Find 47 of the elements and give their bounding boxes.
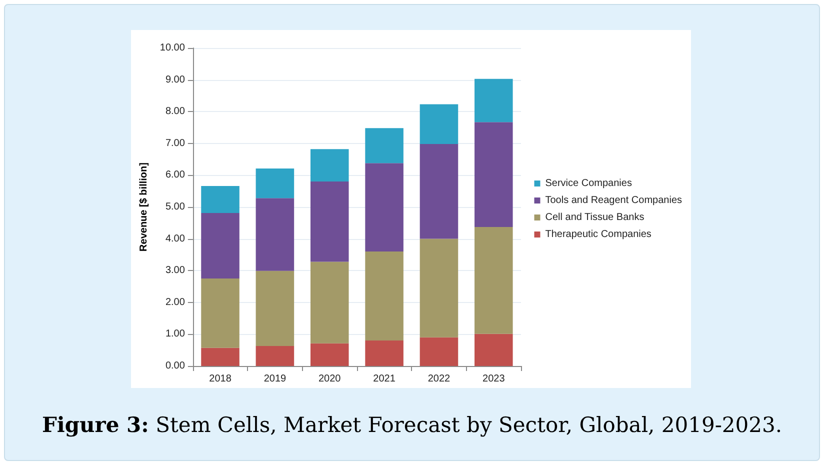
bar <box>420 238 458 338</box>
bar <box>310 182 349 262</box>
bar <box>474 227 513 334</box>
bar <box>420 144 458 239</box>
x-tick-label: 2019 <box>264 374 287 384</box>
y-tick-label: 6.00 <box>165 170 186 181</box>
legend-label: Cell and Tissue Banks <box>545 212 644 223</box>
bar <box>420 104 458 144</box>
bar <box>256 198 294 271</box>
x-tick-label: 2023 <box>482 374 506 384</box>
bar <box>201 278 240 348</box>
y-axis-title: Revenue [$ billion] <box>138 162 150 252</box>
y-tick-label: 10.00 <box>160 42 186 54</box>
bar <box>474 334 513 366</box>
y-tick-label: 9.00 <box>165 74 186 86</box>
y-tick-label: 4.00 <box>165 233 186 244</box>
y-tick-label: 3.00 <box>165 265 186 276</box>
bar <box>474 122 513 228</box>
bar <box>365 163 404 252</box>
x-tick-label: 2022 <box>428 374 451 384</box>
y-tick-label: 8.00 <box>165 106 186 118</box>
bar <box>474 78 513 122</box>
y-tick-label: 5.00 <box>165 202 186 212</box>
y-tick-label: 1.00 <box>165 328 186 340</box>
bar <box>256 346 294 366</box>
bar <box>310 262 349 344</box>
x-tick-label: 2020 <box>318 374 342 384</box>
y-tick-label: 7.00 <box>165 138 186 149</box>
bar <box>365 340 404 366</box>
y-tick-label: 2.00 <box>165 296 186 308</box>
bar <box>365 128 404 164</box>
bar <box>310 149 349 182</box>
bar <box>256 168 294 198</box>
bar <box>365 252 404 341</box>
bar <box>201 213 240 279</box>
bar <box>201 186 240 214</box>
y-tick-label: 0.00 <box>165 360 186 372</box>
bar <box>201 348 240 366</box>
legend-label: Therapeutic Companies <box>545 229 652 240</box>
bar <box>256 270 294 346</box>
x-tick-label: 2018 <box>209 374 232 384</box>
legend-label: Service Companies <box>545 178 632 189</box>
bar <box>310 343 349 366</box>
bar <box>420 337 458 366</box>
text: Figure 3: Stem Cells, Market Forecast by Sector, Global, 2019-2023. <box>40 412 784 437</box>
x-tick-label: 2021 <box>373 374 396 384</box>
legend-label: Tools and Reagent Companies <box>545 195 682 206</box>
